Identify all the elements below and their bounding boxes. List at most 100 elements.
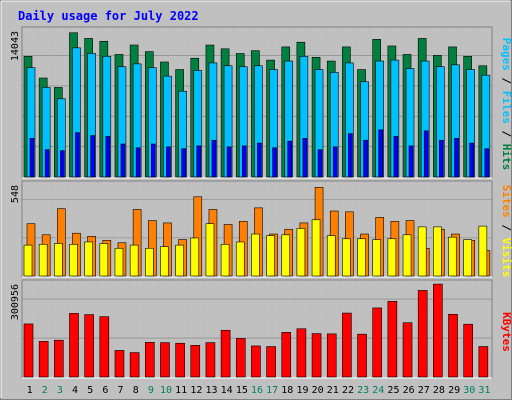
bar-pages-day-22 [348, 133, 353, 178]
bar-pages-day-23 [363, 139, 368, 178]
bar-pages-day-8 [135, 147, 141, 178]
bar-kbytes-day-9 [144, 342, 155, 378]
bar-visits-day-6 [99, 243, 109, 277]
bar-kbytes-day-15 [235, 338, 246, 378]
bar-pages-day-12 [196, 145, 202, 178]
bar-visits-day-11 [175, 244, 184, 277]
legend-visits: Visits [500, 238, 512, 278]
x-tick-label-22: 22 [342, 385, 354, 396]
bar-pages-day-19 [302, 138, 308, 178]
legend-files: Files [500, 91, 512, 124]
x-tick-label-6: 6 [102, 385, 108, 396]
panel-max-label: 300956 [10, 284, 21, 320]
bar-kbytes-day-23 [357, 333, 367, 378]
bar-pages-day-9 [150, 143, 156, 178]
bar-kbytes-day-25 [387, 300, 398, 378]
x-tick-label-27: 27 [418, 385, 430, 396]
bar-kbytes-day-1 [23, 323, 34, 378]
bar-kbytes-day-29 [448, 313, 458, 378]
x-tick-label-14: 14 [221, 385, 233, 396]
bar-visits-day-31 [478, 225, 488, 277]
bar-kbytes-day-10 [160, 342, 170, 378]
x-tick-label-20: 20 [312, 385, 324, 396]
x-tick-label-7: 7 [118, 385, 124, 396]
bar-pages-day-20 [317, 149, 323, 178]
x-tick-label-16: 16 [251, 385, 263, 396]
x-tick-label-17: 17 [266, 385, 278, 396]
bar-kbytes-day-20 [311, 333, 322, 378]
x-tick-label-9: 9 [148, 385, 154, 396]
bar-kbytes-day-24 [372, 307, 383, 378]
bar-pages-day-5 [90, 135, 95, 178]
x-tick-label-30: 30 [463, 385, 475, 396]
x-tick-label-18: 18 [281, 385, 293, 396]
bar-visits-day-20 [311, 219, 321, 277]
bar-pages-day-15 [241, 145, 247, 178]
bar-visits-day-19 [296, 228, 306, 277]
bar-visits-day-29 [448, 236, 457, 277]
panel-kbytes: 300956 [10, 279, 493, 379]
bar-kbytes-day-30 [463, 323, 473, 378]
x-tick-label-2: 2 [42, 385, 48, 396]
bar-visits-day-18 [281, 234, 291, 277]
bar-pages-day-25 [393, 136, 399, 178]
x-tick-label-19: 19 [296, 385, 308, 396]
bar-pages-day-21 [332, 146, 338, 178]
bar-kbytes-day-26 [402, 322, 413, 378]
bar-kbytes-day-2 [38, 341, 49, 378]
x-tick-label-13: 13 [205, 385, 217, 396]
legend-kbytes: KBytes [500, 312, 512, 352]
bar-kbytes-day-16 [251, 345, 261, 378]
bar-visits-day-23 [357, 238, 366, 277]
x-tick-label-1: 1 [27, 385, 33, 396]
legend-hits: Hits [500, 144, 512, 171]
bar-kbytes-day-3 [54, 339, 64, 378]
bar-pages-day-3 [60, 150, 65, 178]
bar-pages-day-24 [378, 129, 384, 178]
bar-pages-day-18 [287, 140, 293, 178]
svg-text:KBytes: KBytes [500, 312, 512, 352]
bar-kbytes-day-11 [175, 342, 185, 378]
legend-sites: Sites [500, 185, 512, 218]
bar-pages-day-27 [423, 130, 429, 178]
bar-kbytes-day-18 [281, 332, 292, 378]
x-tick-label-11: 11 [175, 385, 187, 396]
legend-separator: / [500, 124, 512, 144]
bar-visits-day-3 [54, 243, 63, 277]
bar-visits-day-24 [372, 239, 382, 277]
svg-text:Sites / Visits: Sites / Visits [500, 185, 512, 278]
bar-visits-day-7 [114, 247, 124, 277]
x-tick-label-29: 29 [448, 385, 460, 396]
x-tick-label-24: 24 [372, 385, 384, 396]
bar-visits-day-16 [251, 233, 260, 277]
bar-pages-day-11 [181, 148, 186, 178]
x-tick-label-31: 31 [478, 385, 490, 396]
x-tick-label-21: 21 [327, 385, 339, 396]
bar-visits-day-9 [144, 247, 154, 277]
bar-visits-day-2 [38, 244, 48, 277]
x-tick-label-3: 3 [57, 385, 63, 396]
x-tick-label-23: 23 [357, 385, 369, 396]
bar-visits-day-15 [235, 241, 245, 277]
bar-kbytes-day-4 [69, 313, 79, 378]
chart-title: Daily usage for July 2022 [18, 9, 199, 23]
x-tick-label-25: 25 [387, 385, 399, 396]
bar-visits-day-12 [190, 237, 200, 277]
bar-kbytes-day-6 [99, 316, 110, 378]
bar-kbytes-day-8 [129, 352, 140, 378]
bar-pages-day-2 [44, 149, 50, 178]
bar-pages-day-29 [454, 138, 459, 178]
bar-pages-day-6 [105, 136, 111, 178]
bar-kbytes-day-14 [220, 329, 231, 378]
bar-pages-day-17 [272, 147, 277, 178]
bar-visits-day-27 [417, 226, 427, 277]
x-tick-label-4: 4 [72, 385, 78, 396]
bar-kbytes-day-12 [190, 345, 201, 378]
svg-text:Pages / Files / Hits: Pages / Files / Hits [500, 38, 512, 171]
bar-pages-day-31 [484, 148, 490, 178]
x-tick-label-5: 5 [87, 385, 93, 396]
panel-visits-sites: 548 [10, 180, 493, 278]
bar-pages-day-30 [469, 142, 474, 178]
x-tick-label-15: 15 [236, 385, 248, 396]
x-tick-label-8: 8 [133, 385, 139, 396]
